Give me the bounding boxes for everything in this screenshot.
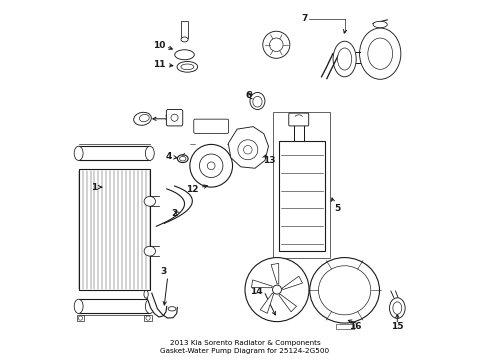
Ellipse shape (310, 257, 379, 323)
Bar (273, 112, 330, 258)
Circle shape (272, 285, 282, 294)
Ellipse shape (373, 21, 387, 28)
Text: 2: 2 (171, 209, 177, 218)
Circle shape (78, 316, 82, 320)
Ellipse shape (74, 146, 83, 161)
Circle shape (245, 257, 309, 321)
Bar (77, 315, 84, 320)
Bar (181, 21, 188, 38)
FancyBboxPatch shape (194, 119, 229, 134)
Ellipse shape (318, 266, 371, 315)
Text: 8: 8 (164, 114, 171, 123)
Ellipse shape (360, 28, 401, 79)
Text: 16: 16 (349, 322, 362, 331)
Circle shape (244, 145, 252, 154)
Ellipse shape (338, 48, 352, 70)
Text: 15: 15 (391, 322, 404, 331)
Ellipse shape (181, 37, 188, 42)
Ellipse shape (393, 302, 402, 314)
Circle shape (199, 154, 223, 177)
Text: 7: 7 (301, 14, 307, 23)
Circle shape (238, 140, 258, 160)
Text: 6: 6 (245, 91, 251, 100)
Polygon shape (260, 293, 273, 313)
Polygon shape (279, 294, 296, 312)
Ellipse shape (177, 155, 188, 163)
Ellipse shape (139, 114, 149, 122)
Ellipse shape (181, 64, 194, 70)
Text: 3: 3 (160, 267, 167, 276)
Circle shape (263, 31, 290, 58)
Ellipse shape (250, 93, 265, 109)
Circle shape (207, 162, 215, 170)
Text: 4: 4 (166, 152, 172, 161)
Bar (79, 146, 150, 161)
Polygon shape (228, 127, 269, 168)
Ellipse shape (253, 96, 262, 107)
Ellipse shape (144, 290, 148, 298)
Ellipse shape (134, 112, 151, 125)
Circle shape (270, 38, 283, 51)
Bar (336, 324, 353, 329)
Polygon shape (283, 276, 302, 289)
Bar (145, 315, 151, 320)
Circle shape (146, 316, 150, 320)
Circle shape (190, 144, 233, 187)
Bar (279, 141, 325, 251)
Ellipse shape (144, 246, 155, 256)
Ellipse shape (175, 50, 195, 60)
Ellipse shape (368, 38, 392, 69)
Text: 2013 Kia Sorento Radiator & Components
Gasket-Water Pump Diagram for 25124-2G500: 2013 Kia Sorento Radiator & Components G… (160, 340, 330, 355)
Ellipse shape (333, 41, 356, 77)
Text: 1: 1 (91, 183, 98, 192)
Ellipse shape (74, 299, 83, 314)
Text: 11: 11 (153, 60, 166, 69)
Ellipse shape (146, 146, 154, 161)
Ellipse shape (146, 299, 154, 314)
FancyBboxPatch shape (289, 113, 309, 126)
FancyBboxPatch shape (167, 109, 183, 126)
Bar (79, 169, 150, 290)
Ellipse shape (177, 62, 197, 72)
Polygon shape (271, 264, 279, 284)
Ellipse shape (144, 197, 155, 206)
Polygon shape (251, 280, 272, 288)
Circle shape (171, 114, 178, 121)
Text: 9: 9 (264, 40, 270, 49)
Ellipse shape (168, 307, 176, 311)
Text: 5: 5 (334, 204, 340, 213)
Text: 12: 12 (186, 185, 199, 194)
Bar (79, 299, 150, 314)
Text: 13: 13 (264, 156, 276, 165)
Text: 14: 14 (250, 287, 263, 296)
Text: 10: 10 (152, 41, 165, 50)
Ellipse shape (179, 156, 186, 161)
Ellipse shape (390, 298, 405, 318)
